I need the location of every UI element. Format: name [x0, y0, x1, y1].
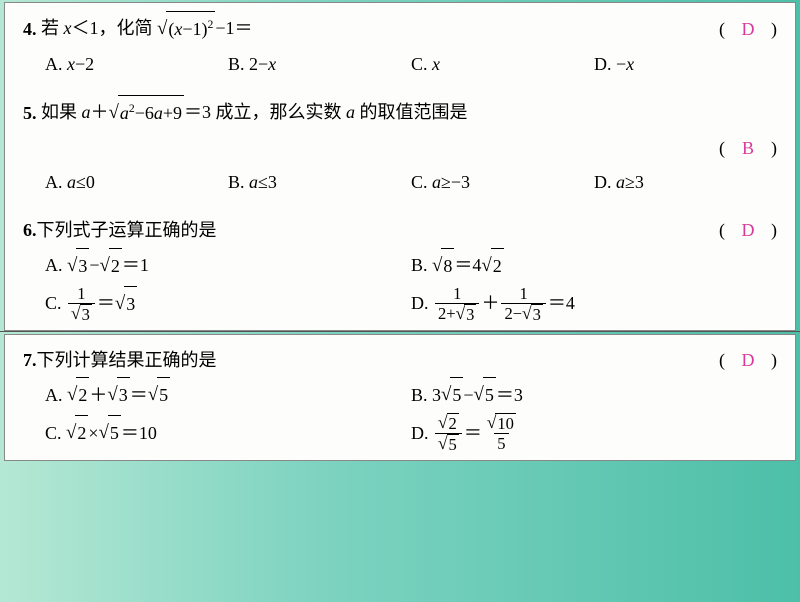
- question-6: 6. 下列式子运算正确的是 ( D ) A. √3−√2＝1 B. √8＝4√2…: [5, 205, 795, 329]
- q6-number: 6.: [23, 213, 37, 247]
- box-divider: [0, 331, 800, 332]
- q7-answer-paren: ( D ): [719, 343, 777, 377]
- q7-options-row2: C. √2×√5＝10 D. √2√5＝√105: [23, 413, 777, 454]
- q4-stem: 若 x＜1，化简 √(x−1)2−1＝: [37, 11, 253, 47]
- q7-opt-a: A. √2＋√3＝√5: [45, 377, 411, 413]
- q7-number: 7.: [23, 343, 37, 377]
- worksheet-box-2: 7. 下列计算结果正确的是 ( D ) A. √2＋√3＝√5 B. 3√5−√…: [4, 334, 796, 461]
- q5-opt-a: A. a≤0: [45, 165, 228, 199]
- q4-opt-b: B. 2−x: [228, 47, 411, 81]
- q4-number: 4.: [23, 12, 37, 46]
- worksheet-box: 4. 若 x＜1，化简 √(x−1)2−1＝ ( D ) A. x−2 B. 2…: [4, 2, 796, 331]
- question-7: 7. 下列计算结果正确的是 ( D ) A. √2＋√3＝√5 B. 3√5−√…: [5, 335, 795, 460]
- q4-opt-a: A. x−2: [45, 47, 228, 81]
- q6-opt-a: A. √3−√2＝1: [45, 248, 411, 284]
- q7-options-row1: A. √2＋√3＝√5 B. 3√5−√5＝3: [23, 377, 777, 413]
- q6-opt-c: C. 1√3＝√3: [45, 284, 411, 324]
- q4-opt-c: C. x: [411, 47, 594, 81]
- q5-answer-line: ( B ): [23, 131, 777, 165]
- q5-answer: B: [734, 131, 762, 165]
- q7-opt-b: B. 3√5−√5＝3: [411, 377, 777, 413]
- q6-opt-b: B. √8＝4√2: [411, 248, 777, 284]
- q5-number: 5.: [23, 96, 37, 130]
- question-4: 4. 若 x＜1，化简 √(x−1)2−1＝ ( D ) A. x−2 B. 2…: [5, 3, 795, 87]
- q7-stem: 下列计算结果正确的是: [37, 343, 217, 377]
- q5-options: A. a≤0 B. a≤3 C. a≥−3 D. a≥3: [23, 165, 777, 199]
- q5-opt-c: C. a≥−3: [411, 165, 594, 199]
- question-5: 5. 如果 a＋√a2−6a+9＝3 成立，那么实数 a 的取值范围是 ( B …: [5, 87, 795, 205]
- q4-opt-d: D. −x: [594, 47, 777, 81]
- q5-stem-line: 5. 如果 a＋√a2−6a+9＝3 成立，那么实数 a 的取值范围是: [23, 95, 777, 131]
- q5-answer-paren: ( B ): [719, 131, 777, 165]
- q6-answer: D: [734, 213, 762, 247]
- q5-opt-d: D. a≥3: [594, 165, 777, 199]
- q7-opt-d: D. √2√5＝√105: [411, 413, 777, 454]
- q6-opt-d: D. 12+√3＋12−√3＝4: [411, 284, 777, 324]
- q6-stem: 下列式子运算正确的是: [37, 213, 217, 247]
- q7-stem-line: 7. 下列计算结果正确的是 ( D ): [23, 343, 777, 377]
- q7-opt-c: C. √2×√5＝10: [45, 413, 411, 454]
- q4-answer-paren: ( D ): [719, 12, 777, 46]
- q5-stem: 如果 a＋√a2−6a+9＝3 成立，那么实数 a 的取值范围是: [37, 95, 468, 131]
- q4-stem-line: 4. 若 x＜1，化简 √(x−1)2−1＝ ( D ): [23, 11, 777, 47]
- q4-answer: D: [734, 12, 762, 46]
- q6-options-row1: A. √3−√2＝1 B. √8＝4√2: [23, 248, 777, 284]
- q6-stem-line: 6. 下列式子运算正确的是 ( D ): [23, 213, 777, 247]
- q4-options: A. x−2 B. 2−x C. x D. −x: [23, 47, 777, 81]
- q6-options-row2: C. 1√3＝√3 D. 12+√3＋12−√3＝4: [23, 284, 777, 324]
- q5-opt-b: B. a≤3: [228, 165, 411, 199]
- q7-answer: D: [734, 343, 762, 377]
- q6-answer-paren: ( D ): [719, 213, 777, 247]
